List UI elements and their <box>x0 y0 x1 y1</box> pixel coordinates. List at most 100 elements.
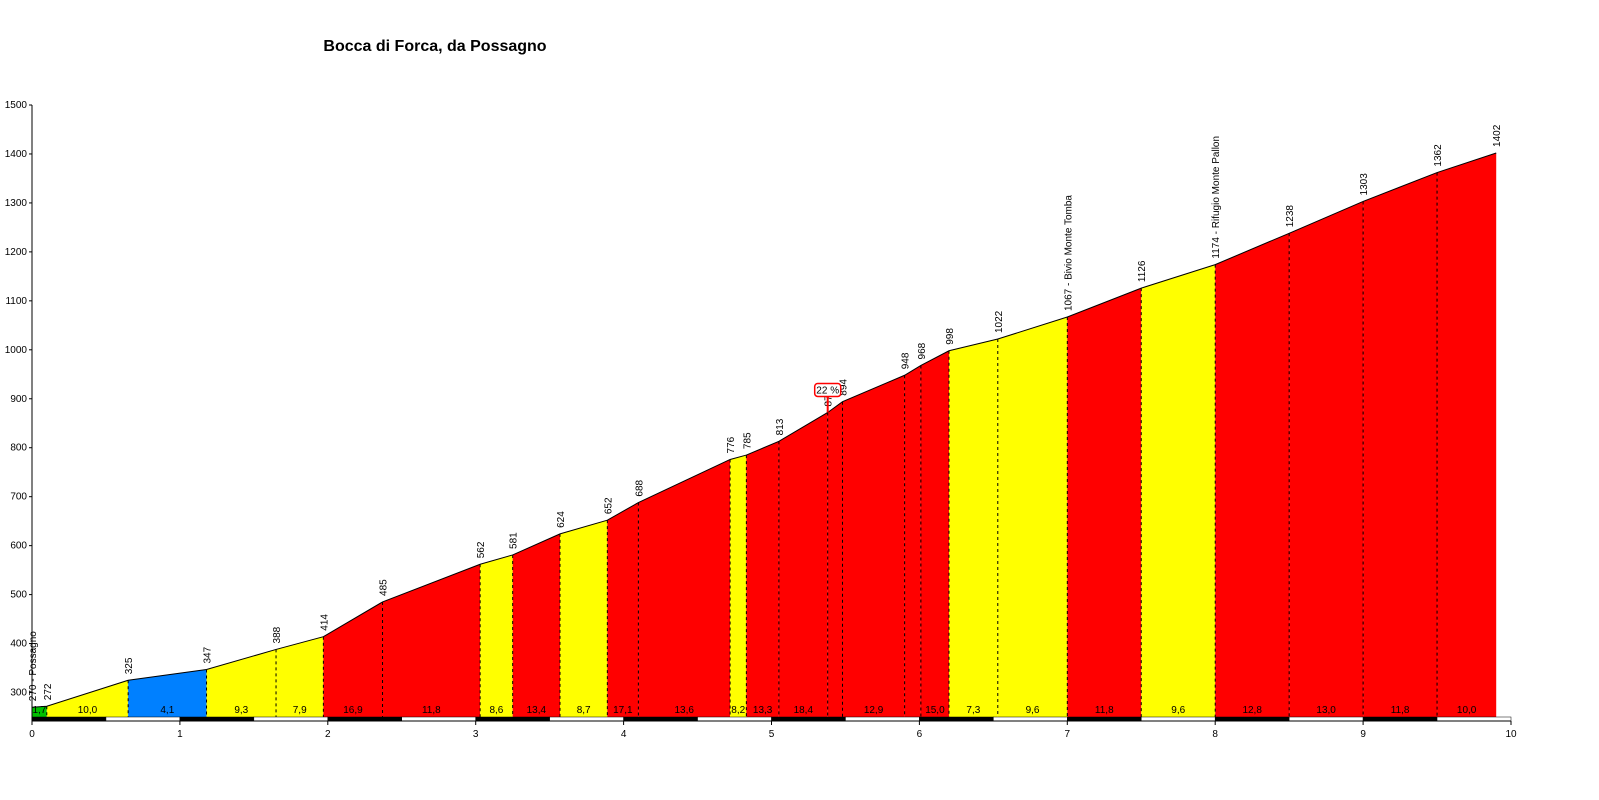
distance-bar <box>1067 716 1142 722</box>
elevation-label: 388 <box>272 626 283 643</box>
elevation-label: 347 <box>203 646 214 663</box>
profile-segment <box>948 339 998 717</box>
grade-label: 8,7 <box>577 705 591 716</box>
grade-label: 4,1 <box>160 705 174 716</box>
elevation-label: 1402 <box>1492 124 1503 147</box>
y-tick-label: 1100 <box>5 296 27 307</box>
grade-label: 9,3 <box>234 705 248 716</box>
x-tick-label: 2 <box>325 729 331 740</box>
profile-segment <box>827 401 843 717</box>
elevation-label: 813 <box>775 418 786 435</box>
elevation-label: 688 <box>634 479 645 496</box>
grade-label: 13,3 <box>753 705 773 716</box>
grade-label: 7,3 <box>966 705 980 716</box>
elevation-label: 1238 <box>1285 205 1296 228</box>
profile-segment <box>1289 201 1364 718</box>
profile-segment <box>276 636 324 717</box>
elevation-label: 1362 <box>1433 144 1444 167</box>
distance-bar <box>1141 716 1216 722</box>
elevation-label: 1067 - Bivio Monte Tomba <box>1063 195 1074 311</box>
profile-segment <box>746 441 779 717</box>
distance-bar <box>1214 716 1290 722</box>
distance-bar <box>919 716 994 722</box>
distance-bar <box>105 716 181 722</box>
y-tick-label: 700 <box>10 492 27 503</box>
chart-title: Bocca di Forca, da Possagno <box>323 38 547 55</box>
profile-segment <box>638 459 731 717</box>
x-tick-label: 1 <box>177 729 183 740</box>
elevation-label: 998 <box>945 328 956 345</box>
distance-bar <box>327 716 402 722</box>
grade-label: 16,9 <box>343 705 363 716</box>
grade-label: 13,4 <box>527 705 547 716</box>
distance-bar <box>1362 716 1438 722</box>
elevation-label: 562 <box>476 541 487 558</box>
grade-label: 17,1 <box>613 705 633 716</box>
distance-bar <box>1288 716 1364 722</box>
profile-outline <box>31 152 1497 708</box>
x-tick-label: 3 <box>473 729 479 740</box>
profile-segment <box>46 680 129 717</box>
distance-bar <box>179 716 255 722</box>
profile-segment <box>730 455 747 717</box>
x-tick-label: 10 <box>1505 729 1517 740</box>
profile-segment <box>32 706 47 717</box>
distance-bar <box>401 716 476 722</box>
max-grade-box <box>813 382 842 398</box>
y-tick-label: 1200 <box>5 247 28 258</box>
elevation-label: 785 <box>742 432 753 449</box>
x-tick-label: 7 <box>1065 729 1071 740</box>
profile-segment <box>560 520 608 717</box>
profile-segment <box>480 554 513 717</box>
x-tick-label: 8 <box>1212 729 1218 740</box>
elevation-label: 1174 - Rifugio Monte Pallon <box>1211 136 1222 259</box>
elevation-label: 624 <box>556 511 567 528</box>
distance-bar <box>845 716 920 722</box>
profile-segment <box>128 669 207 717</box>
grade-label: 1,7 <box>32 705 46 716</box>
profile-segment <box>1363 172 1438 717</box>
distance-bar <box>623 716 698 722</box>
grade-label: 11,8 <box>1095 705 1114 716</box>
elevation-label: 1022 <box>994 310 1005 333</box>
elevation-label: 1303 <box>1359 173 1370 196</box>
elevation-label: 1126 <box>1137 260 1148 282</box>
grade-label: 10,0 <box>1457 705 1477 716</box>
distance-bar <box>697 716 772 722</box>
elevation-label: 894 <box>838 379 849 396</box>
profile-segment <box>382 564 481 717</box>
x-tick-label: 6 <box>917 729 923 740</box>
x-tick-label: 0 <box>29 729 35 740</box>
elevation-label: 948 <box>901 352 912 369</box>
elevation-label: 325 <box>124 657 135 674</box>
profile-segment <box>1141 264 1216 717</box>
profile-segment <box>1067 288 1142 717</box>
x-tick-label: 4 <box>621 729 627 740</box>
distance-bar <box>549 716 624 722</box>
grade-label: 8,2 <box>731 705 745 716</box>
distance-bar <box>31 716 107 722</box>
grade-label: 9,6 <box>1026 705 1040 716</box>
distance-bar <box>475 716 550 722</box>
elevation-label: 581 <box>509 532 520 549</box>
y-tick-label: 500 <box>10 590 27 601</box>
profile-segment <box>997 316 1068 717</box>
y-tick-label: 600 <box>10 541 27 552</box>
y-tick-label: 400 <box>10 639 27 650</box>
y-tick-label: 1300 <box>5 198 28 209</box>
elevation-label: 272 <box>43 683 54 700</box>
elevation-label: 270 - Possagno <box>28 631 39 701</box>
grade-label: 18,4 <box>794 705 814 716</box>
y-tick-label: 1000 <box>5 345 28 356</box>
profile-segment <box>512 533 561 717</box>
grade-label: 12,9 <box>864 705 884 716</box>
x-tick-label: 9 <box>1360 729 1366 740</box>
profile-segment <box>778 412 828 717</box>
elevation-label: 414 <box>319 614 330 631</box>
max-grade-label: 22 % <box>816 385 839 396</box>
grade-label: 10,0 <box>78 705 98 716</box>
y-tick-label: 900 <box>10 394 27 405</box>
grade-label: 15,0 <box>925 705 945 716</box>
grade-label: 13,0 <box>1316 705 1336 716</box>
